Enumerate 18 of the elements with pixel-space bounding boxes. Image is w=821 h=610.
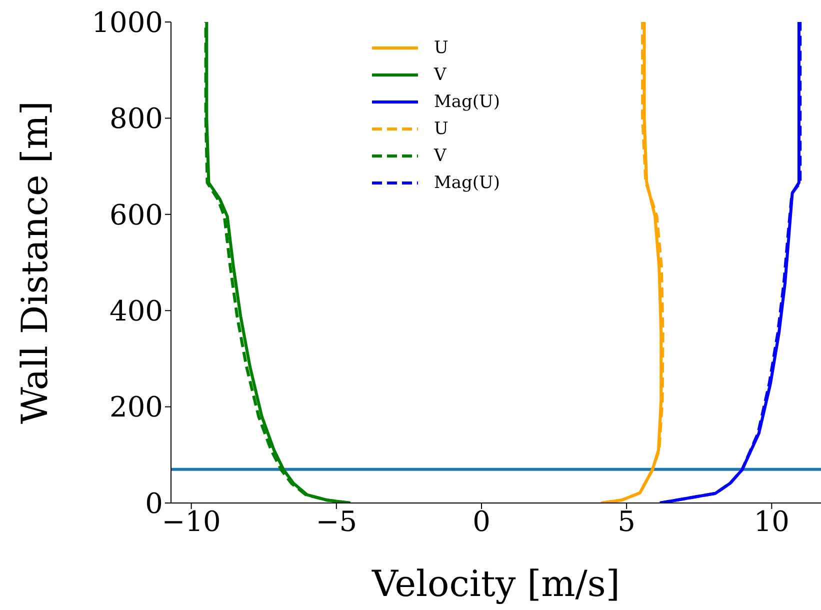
x-tick-label: −5 — [316, 504, 358, 538]
y-tick-label: 800 — [110, 102, 163, 136]
x-tick-label: 0 — [472, 504, 490, 538]
y-tick-label: 1000 — [92, 6, 163, 39]
x-tick-label: −10 — [162, 504, 221, 538]
x-axis-title: Velocity [m/s] — [371, 564, 620, 605]
legend-label: U — [434, 38, 448, 58]
legend-label: Mag(U) — [434, 172, 500, 192]
y-tick-label: 400 — [110, 294, 163, 328]
legend-label: Mag(U) — [434, 92, 500, 112]
legend-label: V — [434, 146, 446, 166]
y-tick-label: 200 — [110, 390, 163, 424]
legend-label: V — [434, 64, 446, 84]
x-tick-label: 10 — [754, 504, 790, 538]
x-tick-label: 5 — [618, 504, 636, 538]
y-axis-title: Wall Distance [m] — [14, 101, 56, 424]
legend-label: U — [434, 118, 448, 138]
y-tick-label: 600 — [110, 198, 163, 232]
